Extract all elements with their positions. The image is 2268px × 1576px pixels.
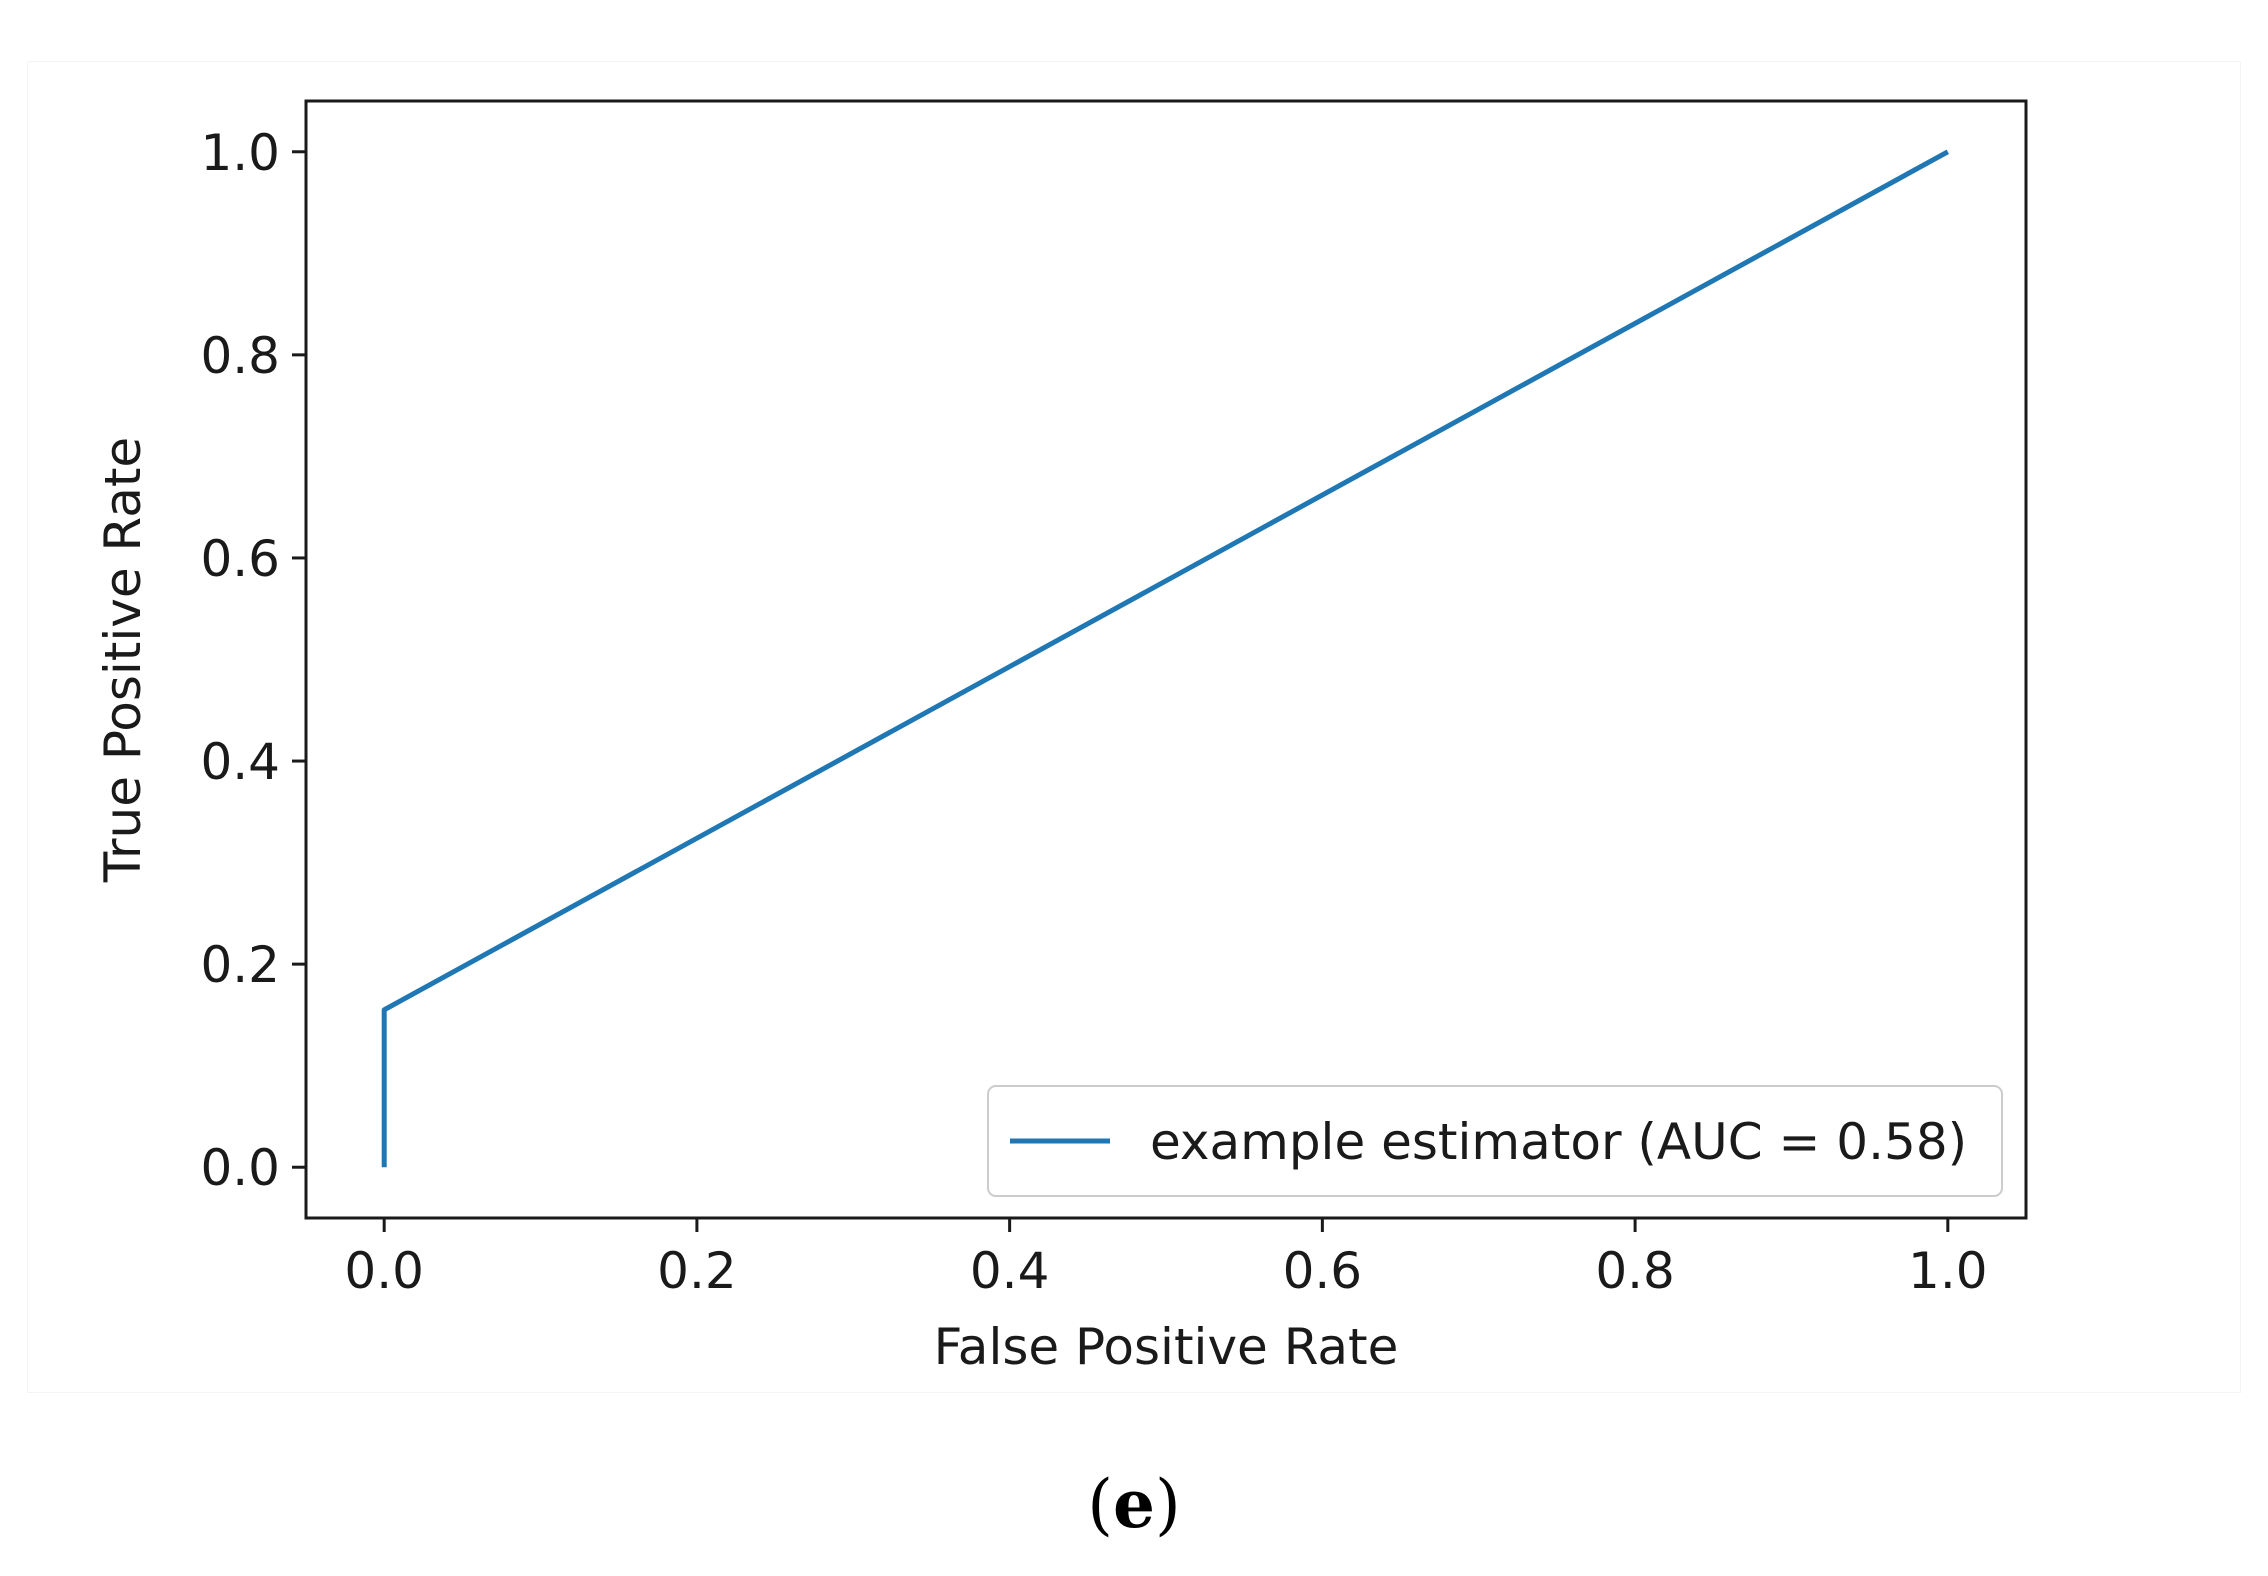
figure-caption: (e): [0, 1465, 2268, 1543]
x-axis-label: False Positive Rate: [934, 1318, 1399, 1376]
caption-letter: e: [1113, 1465, 1155, 1543]
y-axis-label: True Positive Rate: [94, 437, 152, 883]
axes-frame: [304, 99, 2028, 1220]
caption-close: ): [1155, 1466, 1181, 1543]
x-tick-label: 1.0: [1908, 1242, 1988, 1300]
x-tick-label: 0.8: [1595, 1242, 1675, 1300]
x-tick-label: 0.6: [1283, 1242, 1363, 1300]
x-tick-label: 0.4: [970, 1242, 1050, 1300]
x-tick-label: 0.2: [657, 1242, 737, 1300]
legend-box: [987, 1085, 2003, 1197]
y-tick-label: 0.4: [200, 733, 280, 791]
y-tick-label: 0.2: [200, 936, 280, 994]
y-tick-label: 0.0: [200, 1139, 280, 1197]
legend-label: example estimator (AUC = 0.58): [1150, 1113, 1967, 1171]
y-tick-label: 1.0: [200, 124, 280, 182]
series-line: [381, 149, 1950, 1168]
caption-open: (: [1087, 1466, 1113, 1543]
plot-area: 0.0 0.2 0.4 0.6 0.8 1.0 0.0 0.2 0.4 0.6 0.8 1.0 Fals…: [94, 99, 2028, 1376]
x-tick-label: 0.0: [344, 1242, 424, 1300]
y-tick-label: 0.6: [200, 530, 280, 588]
y-tick-label: 0.8: [200, 327, 280, 385]
